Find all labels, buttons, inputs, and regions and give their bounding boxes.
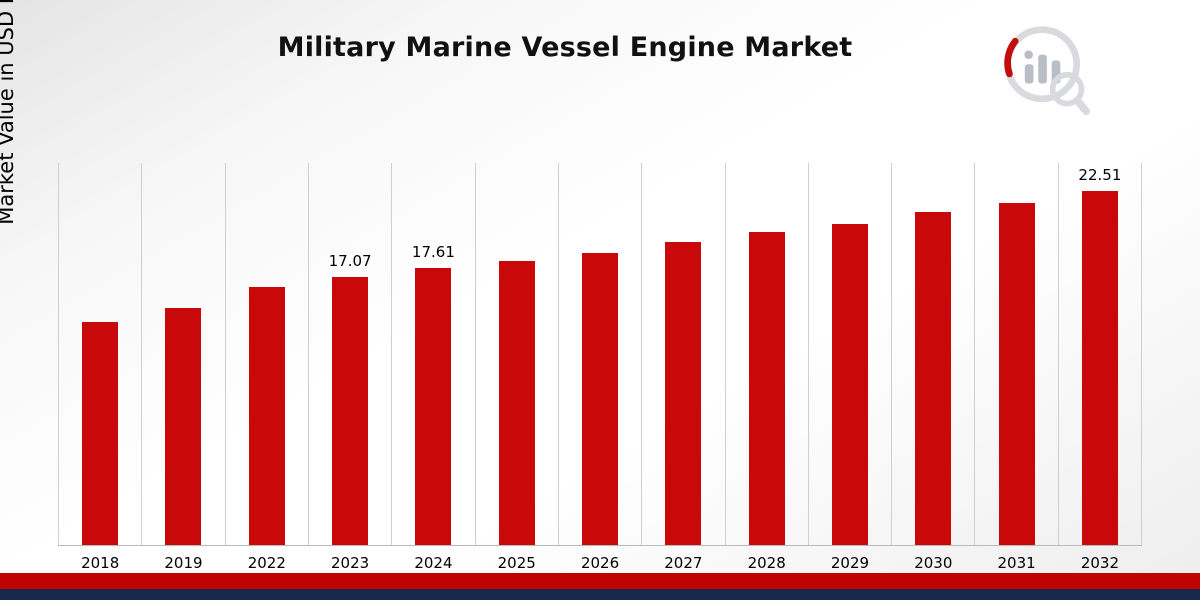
x-tick-label: 2018: [81, 554, 120, 572]
chart-title: Military Marine Vessel Engine Market: [277, 32, 853, 63]
y-axis-label: Market Value in USD Billion: [0, 0, 18, 225]
category-cell: 2026: [557, 163, 641, 572]
bar: [998, 203, 1035, 545]
bar-value-label: 17.07: [328, 251, 372, 270]
bar: [498, 261, 535, 545]
bar-value-label: 22.51: [1078, 166, 1122, 185]
x-tick-label: 2030: [914, 554, 953, 572]
bar: [82, 321, 119, 545]
x-tick-label: 2022: [247, 554, 286, 572]
x-tick-label: 2031: [997, 554, 1036, 572]
x-tick-label: 2025: [497, 554, 536, 572]
x-tick-label: 2019: [164, 554, 203, 572]
footer-navy-stripe: [0, 589, 1200, 600]
x-tick-label: 2026: [580, 554, 620, 572]
category-cell: 2028: [724, 163, 808, 572]
logo-bar-short-icon: [1024, 64, 1034, 84]
bar: [332, 276, 369, 545]
logo-bar-tall-icon: [1038, 54, 1047, 84]
bar-value-label: 17.61: [411, 243, 455, 262]
x-tick-label: 2028: [747, 554, 786, 572]
bar: [415, 268, 452, 545]
category-cell: 2030: [891, 163, 974, 572]
category-cell: 2027: [641, 163, 724, 572]
bar: [165, 308, 202, 545]
bar: [831, 223, 868, 545]
category-cell: 2022: [224, 163, 308, 572]
brand-logo-graphic: [1004, 26, 1091, 116]
bar: [582, 253, 619, 545]
bar: [665, 241, 702, 545]
category-cell: 17.61 2024: [391, 163, 474, 572]
x-tick-label: 2023: [331, 554, 370, 572]
category-cell: 22.51 2032: [1057, 163, 1143, 572]
category-cell: 2031: [974, 163, 1057, 572]
x-tick-label: 2029: [830, 554, 870, 572]
bar: [915, 211, 952, 545]
category-cell: 17.07 2023: [307, 163, 391, 572]
bar: [1081, 191, 1118, 545]
logo-dot-icon: [1024, 50, 1033, 59]
logo-magnifier-handle-icon: [1073, 96, 1091, 116]
category-cell: 2025: [474, 163, 558, 572]
x-tick-label: 2032: [1080, 554, 1119, 572]
plot-area: 2018 2019 2022 17.07 2023 17.61 2024 2025 2026 20…: [58, 163, 1143, 572]
x-tick-label: 2024: [414, 554, 453, 572]
category-cell: 2029: [807, 163, 891, 572]
footer-red-stripe: [0, 573, 1200, 589]
bar: [748, 232, 785, 545]
category-cell: 2018: [58, 163, 141, 572]
logo-red-arc-icon: [1004, 37, 1019, 78]
x-tick-label: 2027: [664, 554, 703, 572]
category-cell: 2019: [141, 163, 224, 572]
brand-logo: [996, 22, 1092, 118]
bar: [248, 287, 285, 545]
logo-magnifier-icon: [1049, 71, 1085, 107]
